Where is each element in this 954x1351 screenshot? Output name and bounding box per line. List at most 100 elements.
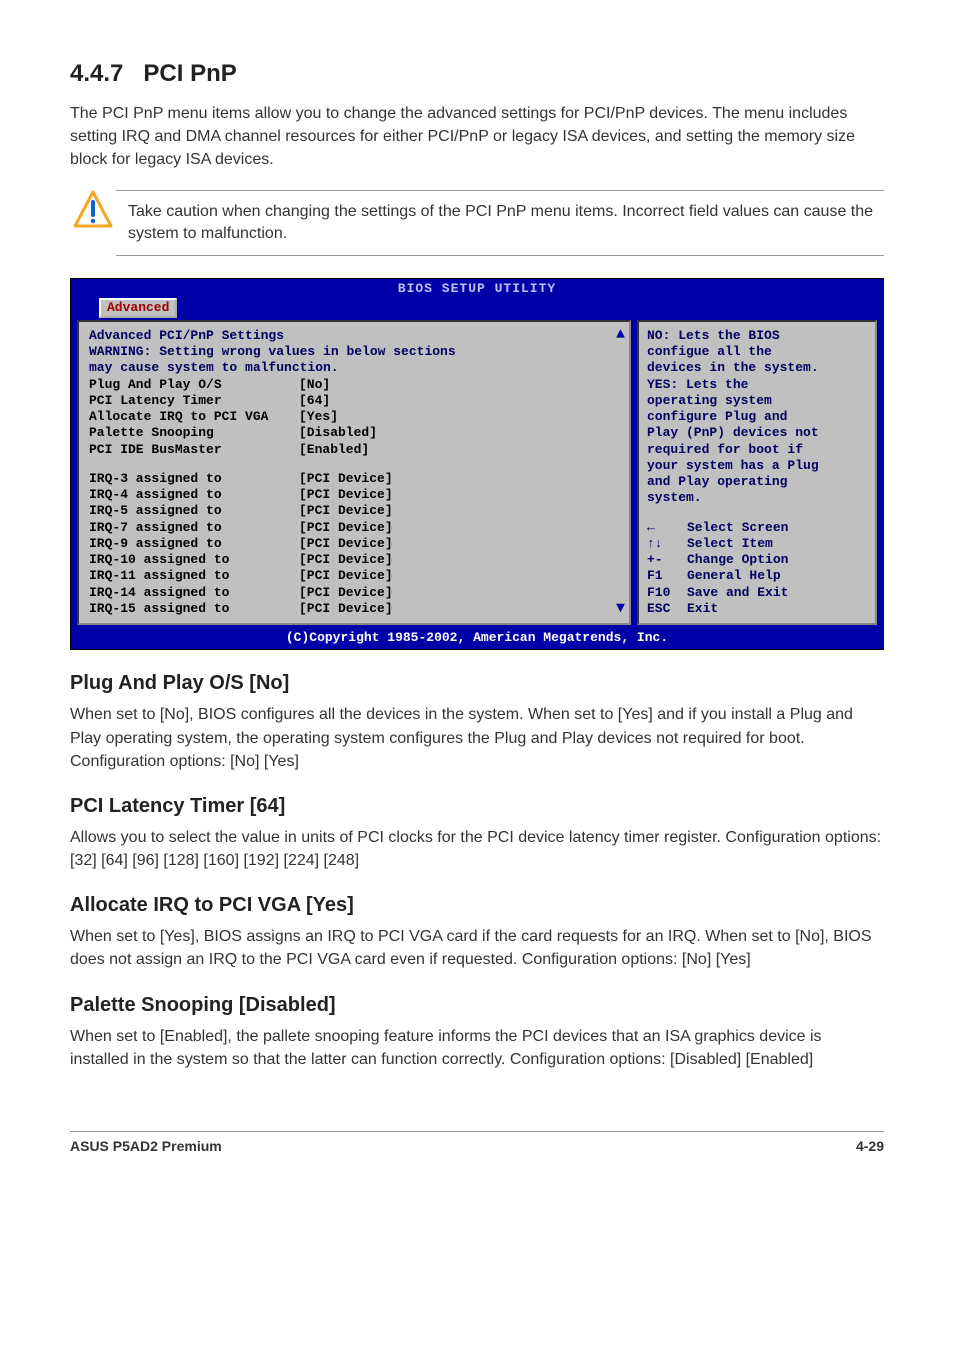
nav-key: ← xyxy=(647,520,687,536)
bios-label: IRQ-15 assigned to xyxy=(89,601,299,617)
subsection-body: When set to [Enabled], the pallete snoop… xyxy=(70,1025,884,1071)
nav-label: General Help xyxy=(687,568,781,584)
bios-value: [PCI Device] xyxy=(299,585,621,601)
caution-box: Take caution when changing the settings … xyxy=(70,190,884,257)
nav-key: ↑↓ xyxy=(647,536,687,552)
caution-text: Take caution when changing the settings … xyxy=(116,190,884,257)
bios-value: [PCI Device] xyxy=(299,471,621,487)
bios-label: Palette Snooping xyxy=(89,425,299,441)
nav-label: Exit xyxy=(687,601,718,617)
bios-row: IRQ-10 assigned to[PCI Device] xyxy=(89,552,621,568)
bios-row: IRQ-3 assigned to[PCI Device] xyxy=(89,471,621,487)
help-line: NO: Lets the BIOS xyxy=(647,328,867,344)
subsection-body: When set to [Yes], BIOS assigns an IRQ t… xyxy=(70,925,884,971)
subsection-body: When set to [No], BIOS configures all th… xyxy=(70,703,884,773)
bios-label: PCI IDE BusMaster xyxy=(89,442,299,458)
subsection-heading: PCI Latency Timer [64] xyxy=(70,795,884,818)
bios-row: IRQ-9 assigned to[PCI Device] xyxy=(89,536,621,552)
bios-screenshot: BIOS SETUP UTILITY Advanced ▲ ▼ Advanced… xyxy=(70,278,884,650)
section-number: 4.4.7 xyxy=(70,60,123,87)
bios-label: IRQ-14 assigned to xyxy=(89,585,299,601)
bios-value: [Disabled] xyxy=(299,425,621,441)
nav-key: +- xyxy=(647,552,687,568)
subsection-body: Allows you to select the value in units … xyxy=(70,826,884,872)
nav-row: ←Select Screen xyxy=(647,520,867,536)
nav-row: ESCExit xyxy=(647,601,867,617)
intro-paragraph: The PCI PnP menu items allow you to chan… xyxy=(70,102,884,172)
caution-icon xyxy=(70,190,116,235)
bios-left-panel: ▲ ▼ Advanced PCI/PnP Settings WARNING: S… xyxy=(77,320,631,625)
nav-key: F10 xyxy=(647,585,687,601)
nav-label: Select Screen xyxy=(687,520,788,536)
bios-row: Palette Snooping[Disabled] xyxy=(89,425,621,441)
bios-value: [PCI Device] xyxy=(299,552,621,568)
help-line: required for boot if xyxy=(647,442,867,458)
bios-row: IRQ-5 assigned to[PCI Device] xyxy=(89,503,621,519)
page-footer: ASUS P5AD2 Premium 4-29 xyxy=(70,1131,884,1154)
bios-label: IRQ-9 assigned to xyxy=(89,536,299,552)
bios-row: IRQ-14 assigned to[PCI Device] xyxy=(89,585,621,601)
help-line: your system has a Plug xyxy=(647,458,867,474)
nav-row: F1General Help xyxy=(647,568,867,584)
nav-row: +-Change Option xyxy=(647,552,867,568)
bios-row: IRQ-4 assigned to[PCI Device] xyxy=(89,487,621,503)
bios-row: Allocate IRQ to PCI VGA[Yes] xyxy=(89,409,621,425)
subsection-heading: Palette Snooping [Disabled] xyxy=(70,994,884,1017)
bios-label: Allocate IRQ to PCI VGA xyxy=(89,409,299,425)
nav-label: Save and Exit xyxy=(687,585,788,601)
bios-right-panel: NO: Lets the BIOS configue all the devic… xyxy=(637,320,877,625)
bios-warning-1: WARNING: Setting wrong values in below s… xyxy=(89,344,621,360)
bios-label: IRQ-7 assigned to xyxy=(89,520,299,536)
footer-left: ASUS P5AD2 Premium xyxy=(70,1138,222,1154)
help-line: and Play operating xyxy=(647,474,867,490)
footer-right: 4-29 xyxy=(856,1138,884,1154)
bios-value: [No] xyxy=(299,377,621,393)
bios-row: IRQ-15 assigned to[PCI Device] xyxy=(89,601,621,617)
help-line: configue all the xyxy=(647,344,867,360)
bios-label: IRQ-5 assigned to xyxy=(89,503,299,519)
section-title: PCI PnP xyxy=(143,60,236,87)
nav-label: Change Option xyxy=(687,552,788,568)
bios-label: PCI Latency Timer xyxy=(89,393,299,409)
bios-row: PCI IDE BusMaster[Enabled] xyxy=(89,442,621,458)
nav-row: F10Save and Exit xyxy=(647,585,867,601)
scroll-up-icon: ▲ xyxy=(616,326,625,345)
bios-value: [PCI Device] xyxy=(299,601,621,617)
bios-label: IRQ-10 assigned to xyxy=(89,552,299,568)
subsection-heading: Allocate IRQ to PCI VGA [Yes] xyxy=(70,894,884,917)
bios-value: [Yes] xyxy=(299,409,621,425)
help-line: devices in the system. xyxy=(647,360,867,376)
section-heading: 4.4.7 PCI PnP xyxy=(70,60,884,88)
bios-tab-advanced: Advanced xyxy=(99,298,177,318)
help-line: YES: Lets the xyxy=(647,377,867,393)
bios-value: [Enabled] xyxy=(299,442,621,458)
nav-label: Select Item xyxy=(687,536,773,552)
bios-label: Plug And Play O/S xyxy=(89,377,299,393)
bios-label: IRQ-4 assigned to xyxy=(89,487,299,503)
nav-row: ↑↓Select Item xyxy=(647,536,867,552)
bios-label: IRQ-3 assigned to xyxy=(89,471,299,487)
bios-value: [PCI Device] xyxy=(299,568,621,584)
nav-key: F1 xyxy=(647,568,687,584)
bios-tabrow: Advanced xyxy=(71,298,883,320)
bios-title: BIOS SETUP UTILITY xyxy=(71,279,883,297)
help-line: configure Plug and xyxy=(647,409,867,425)
help-line: operating system xyxy=(647,393,867,409)
bios-row: PCI Latency Timer[64] xyxy=(89,393,621,409)
bios-value: [64] xyxy=(299,393,621,409)
nav-key: ESC xyxy=(647,601,687,617)
bios-row: Plug And Play O/S[No] xyxy=(89,377,621,393)
help-line: system. xyxy=(647,490,867,506)
bios-value: [PCI Device] xyxy=(299,536,621,552)
bios-copyright: (C)Copyright 1985-2002, American Megatre… xyxy=(71,629,883,649)
bios-row: IRQ-7 assigned to[PCI Device] xyxy=(89,520,621,536)
bios-label: IRQ-11 assigned to xyxy=(89,568,299,584)
bios-row: IRQ-11 assigned to[PCI Device] xyxy=(89,568,621,584)
bios-value: [PCI Device] xyxy=(299,503,621,519)
bios-panel-heading: Advanced PCI/PnP Settings xyxy=(89,328,621,344)
scroll-down-icon: ▼ xyxy=(616,600,625,619)
help-line: Play (PnP) devices not xyxy=(647,425,867,441)
subsection-heading: Plug And Play O/S [No] xyxy=(70,672,884,695)
bios-warning-2: may cause system to malfunction. xyxy=(89,360,621,376)
bios-value: [PCI Device] xyxy=(299,487,621,503)
